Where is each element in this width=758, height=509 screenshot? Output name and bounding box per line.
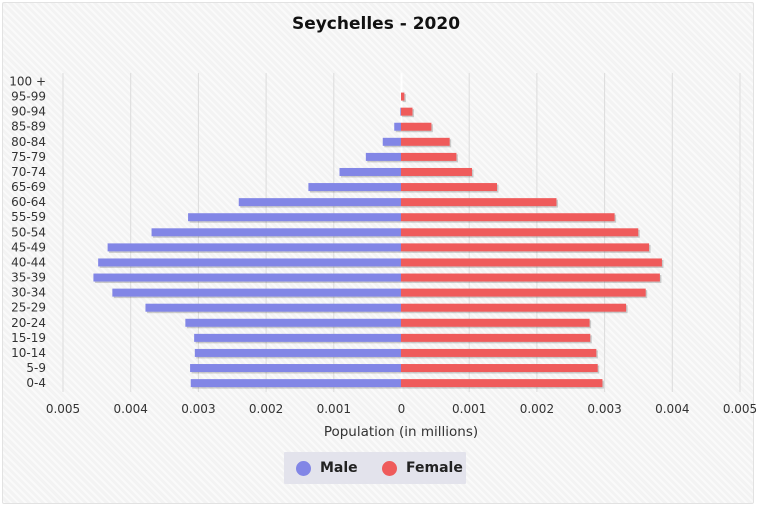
x-tick-label: 0.001 xyxy=(452,402,486,416)
y-tick-label: 85-89 xyxy=(11,120,46,134)
y-tick-label: 65-69 xyxy=(11,180,46,194)
bars xyxy=(93,92,664,389)
bar-female-75-79[interactable] xyxy=(401,152,457,161)
legend: Male Female xyxy=(284,452,466,484)
bar-female-50-54[interactable] xyxy=(401,228,639,237)
bar-male-55-59[interactable] xyxy=(188,213,401,222)
x-axis-title: Population (in millions) xyxy=(324,424,478,440)
bar-female-25-29[interactable] xyxy=(401,303,627,312)
y-tick-label: 90-94 xyxy=(11,105,46,119)
bar-female-35-39[interactable] xyxy=(401,273,660,282)
bar-female-45-49[interactable] xyxy=(401,243,650,252)
x-tick-label: 0 xyxy=(398,402,406,416)
bar-male-65-69[interactable] xyxy=(308,183,401,192)
bar-male-70-74[interactable] xyxy=(339,167,401,176)
y-tick-label: 80-84 xyxy=(11,135,46,149)
x-tick-label: 0.004 xyxy=(114,402,148,416)
bar-male-60-64[interactable] xyxy=(238,198,401,207)
x-tick-label: 0.005 xyxy=(46,402,80,416)
y-axis-labels: 100 +95-9990-9485-8980-8475-7970-7465-69… xyxy=(9,75,46,391)
bar-female-15-19[interactable] xyxy=(401,333,591,342)
bar-female-55-59[interactable] xyxy=(401,213,615,222)
bar-female-20-24[interactable] xyxy=(401,318,590,327)
bar-male-30-34[interactable] xyxy=(112,288,402,297)
y-tick-label: 45-49 xyxy=(11,240,46,254)
bar-male-85-89[interactable] xyxy=(394,122,401,131)
x-tick-label: 0.003 xyxy=(181,402,215,416)
y-tick-label: 30-34 xyxy=(11,286,46,300)
bar-male-35-39[interactable] xyxy=(93,273,402,282)
bar-female-65-69[interactable] xyxy=(401,183,497,192)
bar-male-50-54[interactable] xyxy=(151,228,401,237)
legend-swatch-female xyxy=(382,460,397,476)
bar-female-80-84[interactable] xyxy=(401,137,450,146)
x-tick-label: 0.002 xyxy=(520,402,554,416)
bar-male-20-24[interactable] xyxy=(185,318,401,327)
chart-panel xyxy=(2,2,754,504)
bar-male-90-94[interactable] xyxy=(400,107,401,116)
bar-male-15-19[interactable] xyxy=(194,333,401,342)
bar-male-25-29[interactable] xyxy=(145,303,401,312)
y-tick-label: 15-19 xyxy=(11,331,46,345)
y-tick-label: 20-24 xyxy=(11,316,46,330)
legend-item-male[interactable]: Male xyxy=(296,460,358,476)
x-tick-label: 0.005 xyxy=(723,402,757,416)
x-tick-label: 0.001 xyxy=(317,402,351,416)
legend-swatch-male xyxy=(296,460,311,476)
x-axis-labels: 0.005 0.004 0.003 0.002 0.001 0 0.001 0.002 0.00… xyxy=(46,402,757,416)
chart-title: Seychelles - 2020 xyxy=(292,14,460,34)
y-tick-label: 10-14 xyxy=(11,346,46,360)
y-tick-label: 55-59 xyxy=(11,210,46,224)
y-tick-label: 95-99 xyxy=(11,90,46,104)
x-tick-label: 0.003 xyxy=(587,402,621,416)
bar-male-10-14[interactable] xyxy=(194,348,401,357)
bar-female-90-94[interactable] xyxy=(401,107,413,116)
y-tick-label: 0-4 xyxy=(26,376,46,390)
bar-female-70-74[interactable] xyxy=(401,167,472,176)
bar-female-60-64[interactable] xyxy=(401,198,557,207)
y-tick-label: 25-29 xyxy=(11,301,46,315)
bar-female-40-44[interactable] xyxy=(401,258,662,267)
bar-female-30-34[interactable] xyxy=(401,288,646,297)
y-tick-label: 5-9 xyxy=(26,361,46,375)
y-tick-label: 35-39 xyxy=(11,271,46,285)
y-tick-label: 100 + xyxy=(9,75,46,89)
bar-male-5-9[interactable] xyxy=(190,364,401,373)
y-tick-label: 60-64 xyxy=(11,195,46,209)
bar-male-40-44[interactable] xyxy=(98,258,401,267)
y-tick-label: 50-54 xyxy=(11,225,46,239)
bar-female-0-4[interactable] xyxy=(401,379,603,388)
x-tick-label: 0.002 xyxy=(249,402,283,416)
bar-male-0-4[interactable] xyxy=(190,379,401,388)
x-tick-label: 0.004 xyxy=(655,402,689,416)
y-tick-label: 70-74 xyxy=(11,165,46,179)
legend-label-male: Male xyxy=(320,460,358,476)
legend-label-female: Female xyxy=(406,460,463,476)
bar-male-45-49[interactable] xyxy=(107,243,401,252)
bar-male-80-84[interactable] xyxy=(382,137,401,146)
bar-female-95-99[interactable] xyxy=(401,92,405,101)
bar-female-10-14[interactable] xyxy=(401,348,597,357)
bar-female-85-89[interactable] xyxy=(401,122,432,131)
y-tick-label: 40-44 xyxy=(11,255,46,269)
bar-male-75-79[interactable] xyxy=(365,152,401,161)
bar-female-5-9[interactable] xyxy=(401,364,598,373)
legend-item-female[interactable]: Female xyxy=(382,460,463,476)
y-tick-label: 75-79 xyxy=(11,150,46,164)
